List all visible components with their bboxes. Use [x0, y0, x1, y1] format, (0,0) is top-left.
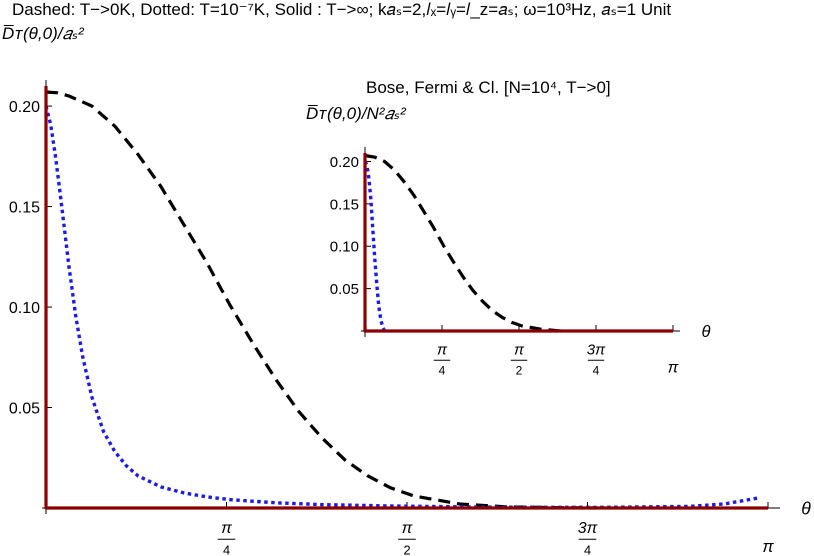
inset-x-tick-label: π2 — [510, 341, 528, 378]
main-y-tick-label: 0.15 — [9, 199, 40, 216]
main-x-tick-numerator: π — [221, 520, 232, 537]
inset-x-tick-denominator: 4 — [593, 364, 600, 378]
inset-y-tick-label: 0.05 — [330, 281, 359, 298]
inset-y-tick-label: 0.20 — [330, 154, 359, 171]
inset-x-tick-numerator: 3π — [587, 341, 606, 358]
main-x-tick-text: π — [762, 537, 774, 556]
inset-x-tick-numerator: π — [514, 341, 525, 358]
main-y-tick-label: 0.05 — [9, 400, 40, 417]
main-x-tick-label: π4 — [217, 520, 236, 556]
inset-x-tick-label: 3π4 — [587, 341, 606, 377]
inset-x-tick-label: π4 — [433, 341, 451, 378]
inset-x-tick-label: π — [668, 359, 679, 376]
inset-series-dashed — [364, 153, 562, 333]
inset-y-tick-label: 0.10 — [330, 239, 359, 256]
inset-y-axis-label: D̅ᴛ(θ,0)/N²𝑎ₛ² — [306, 104, 406, 123]
y-axis-label: D̅ᴛ(θ,0)/𝑎ₛ² — [2, 24, 84, 43]
main-x-tick-numerator: 3π — [578, 520, 598, 537]
main-x-tick-numerator: π — [402, 520, 413, 537]
main-series-dotted — [44, 105, 759, 510]
inset-x-tick-denominator: 4 — [439, 364, 446, 378]
main-y-tick-label: 0.10 — [9, 300, 40, 317]
main-x-tick-label: 3π4 — [578, 520, 598, 556]
main-x-tick-label: π2 — [398, 520, 416, 556]
inset-x-axis-label: θ — [702, 323, 711, 341]
inset-x-tick-text: π — [668, 359, 679, 376]
chart-title: Dashed: T−>0K, Dotted: T=10⁻⁷K, Solid : … — [12, 0, 672, 19]
inset-series-dotted — [363, 160, 387, 332]
main-x-tick-denominator: 2 — [403, 542, 410, 556]
main-x-tick-label: π — [762, 537, 774, 556]
main-y-tick-label: 0.20 — [9, 99, 40, 116]
inset-series-solid — [363, 153, 673, 333]
inset-x-tick-denominator: 2 — [516, 364, 523, 378]
inset-x-tick-numerator: π — [437, 341, 448, 358]
main-x-tick-denominator: 4 — [584, 542, 591, 556]
main-x-axis-label: θ — [801, 498, 811, 518]
main-series-dashed — [45, 90, 598, 510]
inset-title: Bose, Fermi & Cl. [N=10⁴, T−>0] — [366, 78, 611, 97]
inset-y-tick-label: 0.15 — [330, 196, 359, 213]
main-x-tick-denominator: 4 — [223, 542, 230, 556]
main-series-solid — [44, 86, 768, 510]
